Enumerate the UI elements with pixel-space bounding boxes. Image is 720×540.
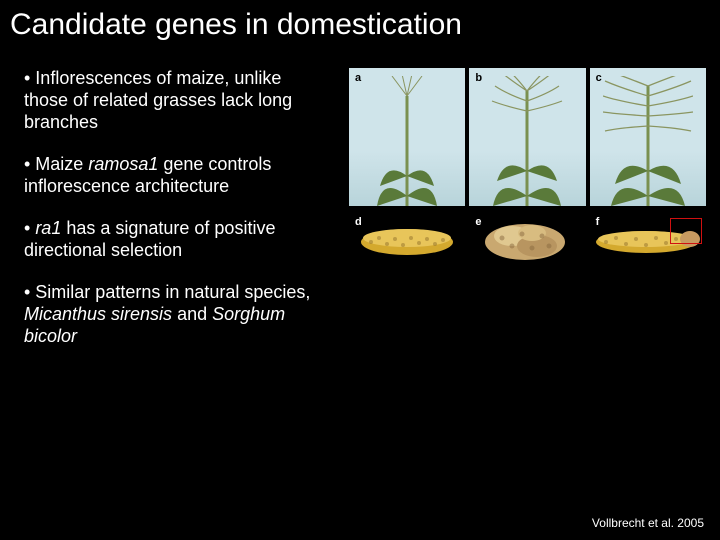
plant-b-icon <box>487 76 567 206</box>
bullet-2: • Maize ramosa1 gene controls infloresce… <box>24 154 329 198</box>
citation: Vollbrecht et al. 2005 <box>592 516 704 530</box>
figure-row-bottom: d e <box>349 212 706 272</box>
bullet-4-mid: and <box>172 304 212 324</box>
bullet-3-pre: • <box>24 218 35 238</box>
panel-b: b <box>469 68 585 206</box>
slide-content: • Inflorescences of maize, unlike those … <box>0 48 720 368</box>
panel-f-highlight-box <box>670 218 702 244</box>
panel-a-label: a <box>355 72 361 84</box>
bullet-3-post: has a signature of positive directional … <box>24 218 275 260</box>
panel-f: f <box>590 212 706 272</box>
panel-c-label: c <box>596 72 602 84</box>
text-column: • Inflorescences of maize, unlike those … <box>24 68 329 368</box>
plant-a-icon <box>372 76 442 206</box>
panel-a: a <box>349 68 465 206</box>
panel-b-label: b <box>475 72 482 84</box>
bullet-2-italic: ramosa1 <box>88 154 158 174</box>
cob-d-icon <box>357 224 457 260</box>
bullet-1: • Inflorescences of maize, unlike those … <box>24 68 329 134</box>
plant-c-icon <box>603 76 693 206</box>
bullet-3-italic: ra1 <box>35 218 61 238</box>
panel-c: c <box>590 68 706 206</box>
panel-e: e <box>469 212 585 272</box>
cob-e-icon <box>477 218 577 266</box>
slide-title: Candidate genes in domestication <box>0 0 720 48</box>
bullet-3: • ra1 has a signature of positive direct… <box>24 218 329 262</box>
bullet-4: • Similar patterns in natural species, M… <box>24 282 329 348</box>
figure-column: a b <box>349 68 706 368</box>
panel-d: d <box>349 212 465 272</box>
bullet-4-italic-1: Micanthus sirensis <box>24 304 172 324</box>
bullet-2-pre: • Maize <box>24 154 88 174</box>
figure-row-top: a b <box>349 68 706 206</box>
bullet-4-pre: • Similar patterns in natural species, <box>24 282 310 302</box>
